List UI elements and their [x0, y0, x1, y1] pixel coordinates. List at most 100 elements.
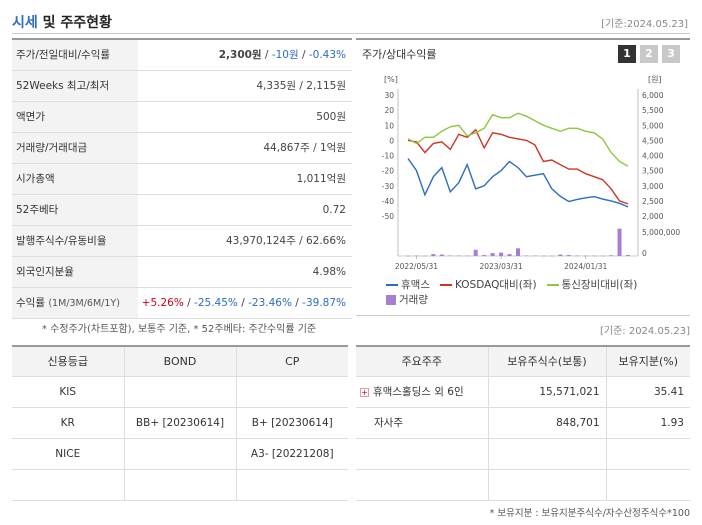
return-label-text: 수익률	[16, 297, 45, 309]
volume-bar	[431, 254, 436, 256]
series-line	[407, 158, 629, 208]
chart-title: 주가/상대수익률	[362, 48, 437, 61]
volume-bar	[583, 255, 588, 257]
section-title: 시세 및 주주현황	[12, 12, 112, 32]
holder-name	[356, 438, 489, 470]
foreign-value: 4.98%	[138, 256, 352, 288]
shares-value: 43,970,124주 / 62.66%	[138, 225, 352, 257]
bond-cell	[124, 376, 237, 408]
table-row: 거래량/거래대금 44,867주 / 1억원	[12, 132, 352, 164]
y-left-tick-label: -10	[382, 152, 394, 161]
price-chart: [%] [원] 30 20 10 0 -10 -20 -30 -40 -50 6,000 5,500 5,…	[382, 75, 681, 271]
beta-value: 0.72	[138, 194, 352, 226]
y-left-tick-label: 20	[384, 106, 394, 115]
expand-plus-icon[interactable]: +	[360, 387, 369, 397]
volume-bar	[499, 252, 504, 256]
y-right-tick-label: 5,500	[642, 106, 664, 115]
legend-kosdaq: KOSDAQ대비(좌)	[439, 277, 537, 292]
return-label: 수익률 (1M/3M/6M/1Y)	[12, 287, 138, 319]
chart-tab-3[interactable]: 3	[662, 45, 680, 63]
volume-bar	[482, 255, 487, 256]
x-tick-label: 2024/01/31	[564, 262, 607, 271]
volume-bar	[516, 248, 520, 256]
chart-tab-1[interactable]: 1	[618, 45, 636, 63]
volume-bar	[532, 255, 537, 257]
y-right-tick-label: 3,000	[642, 182, 664, 191]
return-1m: +5.26%	[141, 296, 184, 309]
section-header: 시세 및 주주현황 [기준:2024.05.23]	[12, 8, 690, 34]
x-tick-label: 2022/05/31	[395, 262, 438, 271]
table-row: 주가/전일대비/수익률 2,300원 / -10원 / -0.43%	[12, 39, 352, 71]
table-header-row: 주요주주 보유주식수(보통) 보유지분(%)	[356, 346, 690, 377]
table-row	[356, 469, 690, 501]
series-line	[407, 128, 629, 205]
volume-value: 44,867주 / 1억원	[138, 132, 352, 164]
price-change-pct: -0.43%	[308, 49, 346, 62]
y-left-tick-label: -50	[382, 212, 394, 221]
bond-cell: BB+ [20230614]	[124, 407, 237, 439]
cp-cell: B+ [20230614]	[236, 407, 348, 439]
table-row: 52주베타 0.72	[12, 194, 352, 226]
left-unit-label: [%]	[384, 75, 398, 84]
volume-bar	[473, 249, 478, 256]
right-unit-label: [원]	[648, 75, 662, 84]
current-price: 2,300원	[218, 49, 262, 62]
cp-cell: A3- [20221208]	[236, 438, 348, 470]
y-right-tick-label: 4,500	[642, 136, 664, 145]
x-tick-label: 2023/03/31	[479, 262, 522, 271]
holder-shares: 848,701	[488, 407, 607, 439]
price-label: 주가/전일대비/수익률	[12, 39, 138, 71]
agency-cell: KIS	[12, 376, 125, 408]
w52-value: 4,335원 / 2,115원	[138, 70, 352, 102]
return-period-text: (1M/3M/6M/1Y)	[48, 298, 120, 309]
holder-shares	[488, 469, 607, 501]
y-left-tick-label: 10	[384, 121, 394, 130]
footnote-left: * 수정주가(차트포함), 보통주 기준, * 52주베타: 주간수익률 기준	[42, 324, 317, 335]
table-row: KIS	[12, 376, 348, 408]
volume-bar	[626, 255, 630, 256]
table-row: 액면가 500원	[12, 101, 352, 133]
y-left-tick-label: 30	[384, 91, 394, 100]
volume-tick-label: 5,000,000	[642, 228, 680, 237]
par-label: 액면가	[12, 101, 138, 133]
volume-bar	[566, 255, 571, 256]
volume-bar	[558, 254, 563, 256]
y-right-tick-label: 4,000	[642, 152, 664, 161]
series-line	[407, 112, 629, 167]
y-left-tick-label: -20	[382, 167, 394, 176]
y-left-tick-label: 0	[389, 136, 394, 145]
separator: /	[187, 296, 191, 309]
cp-cell	[236, 376, 348, 408]
col-header: 주요주주	[356, 346, 489, 377]
holder-shares: 15,571,021	[488, 376, 607, 408]
separator: /	[298, 49, 309, 62]
bond-cell	[124, 469, 237, 501]
volume-bar	[592, 255, 597, 257]
mcap-value: 1,011억원	[138, 163, 352, 195]
volume-bar	[490, 253, 495, 256]
footnote-date: [기준: 2024.05.23]	[599, 326, 690, 337]
table-row: 수익률 (1M/3M/6M/1Y) +5.26% / -25.45% / -23…	[12, 287, 352, 319]
table-row: 시가총액 1,011억원	[12, 163, 352, 195]
bond-cell	[124, 438, 237, 470]
chart-panel: 주가/상대수익률 1 2 3 [%] [원] 30 20 10 0 -10 -20 -30 -40…	[356, 38, 690, 316]
volume-bar	[524, 255, 529, 257]
holder-name: 자사주	[356, 407, 489, 439]
legend-telecom: 통신장비대비(좌)	[546, 277, 637, 292]
holder-name[interactable]: + 휴맥스홀딩스 외 6인	[356, 376, 489, 408]
volume-bar	[465, 255, 470, 257]
chart-tab-2[interactable]: 2	[640, 45, 658, 63]
col-header: 신용등급	[12, 346, 125, 377]
volume-bar	[609, 255, 614, 256]
table-row: + 휴맥스홀딩스 외 6인 15,571,021 35.41	[356, 376, 690, 408]
volume-bar	[575, 255, 580, 257]
table-row: KR BB+ [20230614] B+ [20230614]	[12, 407, 348, 439]
chart-legend: 휴맥스 KOSDAQ대비(좌) 통신장비대비(좌) 거래량	[386, 277, 637, 307]
volume-bar	[414, 255, 419, 257]
table-row: 자사주 848,701 1.93	[356, 407, 690, 439]
holder-name-text: 자사주	[374, 417, 403, 429]
y-right-tick-label: 2,000	[642, 212, 664, 221]
price-value: 2,300원 / -10원 / -0.43%	[138, 39, 352, 71]
table-row: 52Weeks 최고/최저 4,335원 / 2,115원	[12, 70, 352, 102]
cp-cell	[236, 469, 348, 501]
